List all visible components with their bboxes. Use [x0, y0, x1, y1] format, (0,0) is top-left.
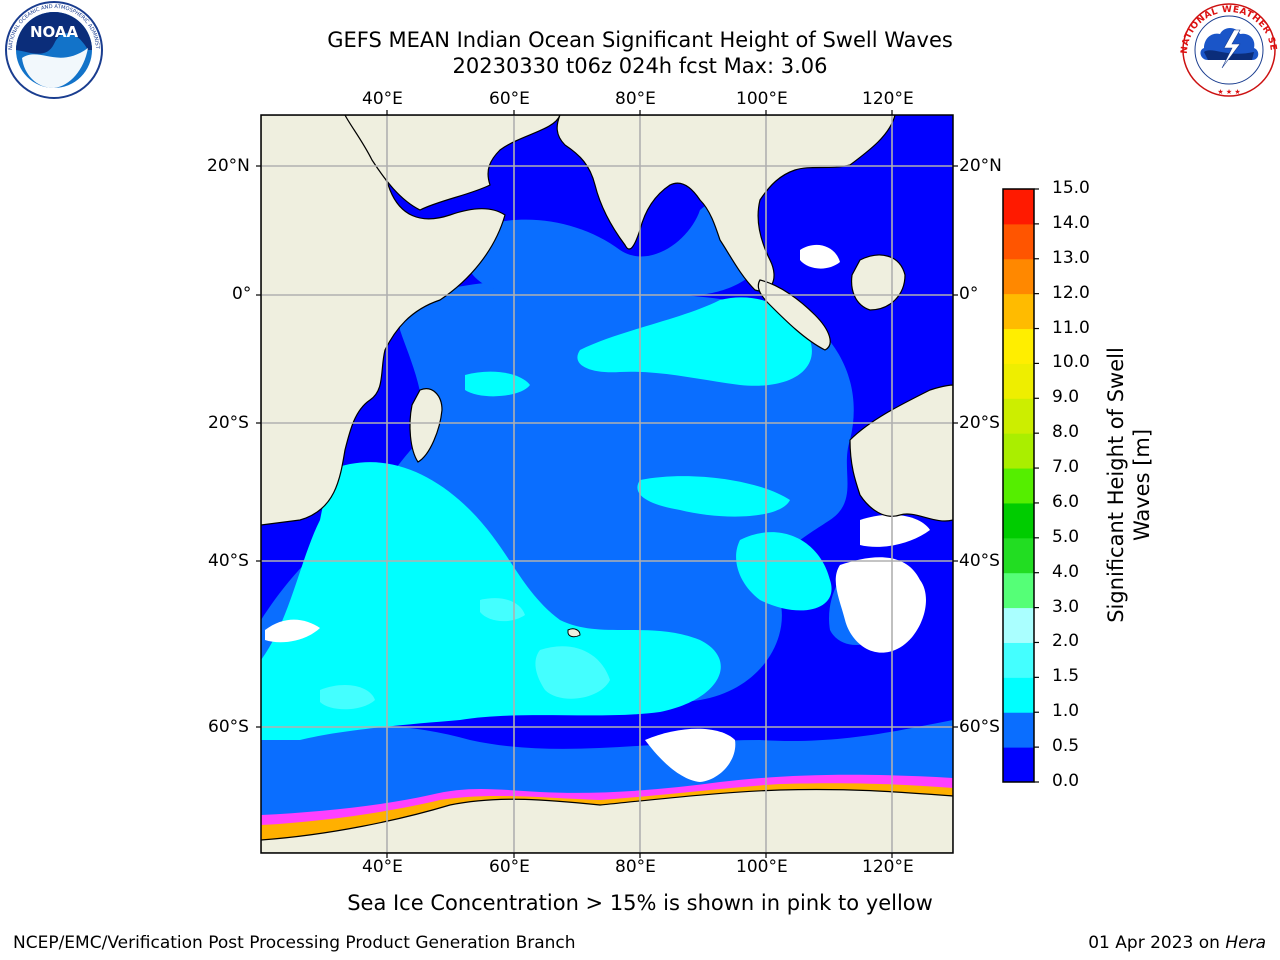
colorbar-label-line2: Waves [m]	[1130, 428, 1154, 542]
colorbar-tick-label: 10.0	[1052, 352, 1090, 373]
chart-title: GEFS MEAN Indian Ocean Significant Heigh…	[327, 28, 953, 52]
land-australia	[849, 384, 953, 522]
lat-label-left-40s: 40°S	[208, 551, 249, 571]
colorbar-tick-label: 8.0	[1052, 422, 1080, 443]
lat-label-right-40s: 40°S	[959, 551, 1000, 571]
colorbar-segment	[1003, 677, 1034, 713]
colorbar-tick-label: 11.0	[1052, 317, 1090, 338]
colorbar-segment	[1003, 258, 1034, 295]
chart-subtitle: 20230330 t06z 024h fcst Max: 3.06	[452, 54, 828, 78]
sea-ice-note: Sea Ice Concentration > 15% is shown in …	[347, 891, 933, 915]
colorbar-segment	[1003, 398, 1034, 434]
no-data-patch	[835, 557, 926, 653]
lon-label-bottom-80e: 80°E	[615, 857, 656, 877]
no-data-patch-2	[860, 514, 930, 547]
lon-label-bottom-60e: 60°E	[489, 857, 530, 877]
colorbar-segment	[1003, 363, 1034, 399]
lon-label-top-80e: 80°E	[615, 89, 656, 109]
colorbar-segment	[1003, 328, 1034, 364]
map-ticks	[256, 110, 958, 858]
colorbar-segment	[1003, 502, 1034, 539]
lat-label-right-20s: 20°S	[959, 413, 1000, 433]
colorbar-segment	[1003, 747, 1034, 783]
colorbar-segment	[1003, 223, 1034, 260]
colorbar-label-line1: Significant Height of Swell	[1104, 347, 1128, 623]
swell-region-1.5-2.0	[535, 646, 610, 699]
lat-label-left-60s: 60°S	[208, 717, 249, 737]
colorbar-segment	[1003, 607, 1034, 643]
lon-label-bottom-100e: 100°E	[736, 857, 788, 877]
footer-run-info: 01 Apr 2023 on Hera	[1088, 933, 1266, 953]
lat-label-right-0: 0°	[959, 284, 979, 304]
colorbar-tick-label: 1.0	[1052, 701, 1080, 722]
colorbar-segment	[1003, 712, 1034, 748]
lon-label-top-120e: 120°E	[862, 89, 914, 109]
colorbar-tick-label: 13.0	[1052, 247, 1090, 268]
colorbar-tick-label: 14.0	[1052, 212, 1090, 233]
noaa-logo-text: NOAA	[30, 23, 79, 41]
lon-label-bottom-40e: 40°E	[362, 857, 403, 877]
swell-region-1.5-2.0-b	[320, 685, 375, 710]
lon-label-top-60e: 60°E	[489, 89, 530, 109]
colorbar-segment	[1003, 642, 1034, 678]
colorbar-tick-label: 7.0	[1052, 457, 1080, 478]
map-frame	[260, 114, 954, 854]
swell-region-1.0-1.5-ridge	[637, 476, 790, 517]
swell-region-1.0-1.5-equator	[577, 297, 812, 386]
lat-label-left-20s: 20°S	[208, 413, 249, 433]
lat-label-left-0: 0°	[232, 284, 252, 304]
colorbar-tick-label: 4.0	[1052, 561, 1080, 582]
swell-region-1.0-1.5-central	[736, 532, 832, 611]
colorbar-tick-label: 2.0	[1052, 631, 1080, 652]
colorbar	[1002, 188, 1039, 783]
no-data-patch-3	[645, 728, 736, 782]
lat-label-left-20n: 20°N	[207, 156, 250, 176]
colorbar-tick-label: 3.0	[1052, 596, 1080, 617]
land-kerguelen	[567, 628, 581, 638]
colorbar-tick-label: 0.5	[1052, 736, 1080, 757]
swell-region-0.5-1.0-north	[464, 201, 762, 297]
colorbar-tick-label: 12.0	[1052, 282, 1090, 303]
graticule	[261, 115, 953, 853]
noaa-logo-icon: NOAA NATIONAL OCEANIC AND ATMOSPHERIC AD…	[0, 0, 103, 99]
colorbar-segment	[1003, 468, 1034, 504]
footer-date: 01 Apr 2023 on	[1088, 933, 1226, 953]
colorbar-tick-label: 5.0	[1052, 526, 1080, 547]
colorbar-tick-label: 0.0	[1052, 771, 1080, 791]
lat-label-right-20n: 20°N	[959, 156, 1002, 176]
colorbar-segment	[1003, 433, 1034, 469]
lon-label-top-100e: 100°E	[736, 89, 788, 109]
land-madagascar	[409, 388, 443, 463]
colorbar-segment	[1003, 572, 1034, 609]
colorbar-tick-label: 9.0	[1052, 387, 1080, 408]
land-india-asia	[556, 115, 896, 292]
no-data-patch-4	[265, 619, 320, 643]
lon-label-bottom-120e: 120°E	[862, 857, 914, 877]
land-antarctica	[261, 788, 953, 853]
colorbar-tick-label: 1.5	[1052, 666, 1080, 687]
lon-label-top-40e: 40°E	[362, 89, 403, 109]
colorbar-segment	[1003, 537, 1034, 574]
svg-text:★ ★ ★: ★ ★ ★	[1217, 88, 1240, 96]
footer-organization: NCEP/EMC/Verification Post Processing Pr…	[13, 933, 576, 953]
no-data-patch-5	[800, 244, 840, 269]
lat-label-right-60s: 60°S	[959, 717, 1000, 737]
colorbar-segment	[1003, 189, 1034, 225]
nws-logo-icon: NATIONAL WEATHER SERVICE ★ ★ ★	[1178, 0, 1277, 97]
land-sumatra	[757, 279, 831, 351]
land-arabia	[344, 115, 561, 211]
colorbar-tick-label: 6.0	[1052, 491, 1080, 512]
colorbar-segment	[1003, 293, 1034, 330]
colorbar-tick-label: 15.0	[1052, 178, 1090, 198]
footer-host: Hera	[1225, 933, 1266, 953]
